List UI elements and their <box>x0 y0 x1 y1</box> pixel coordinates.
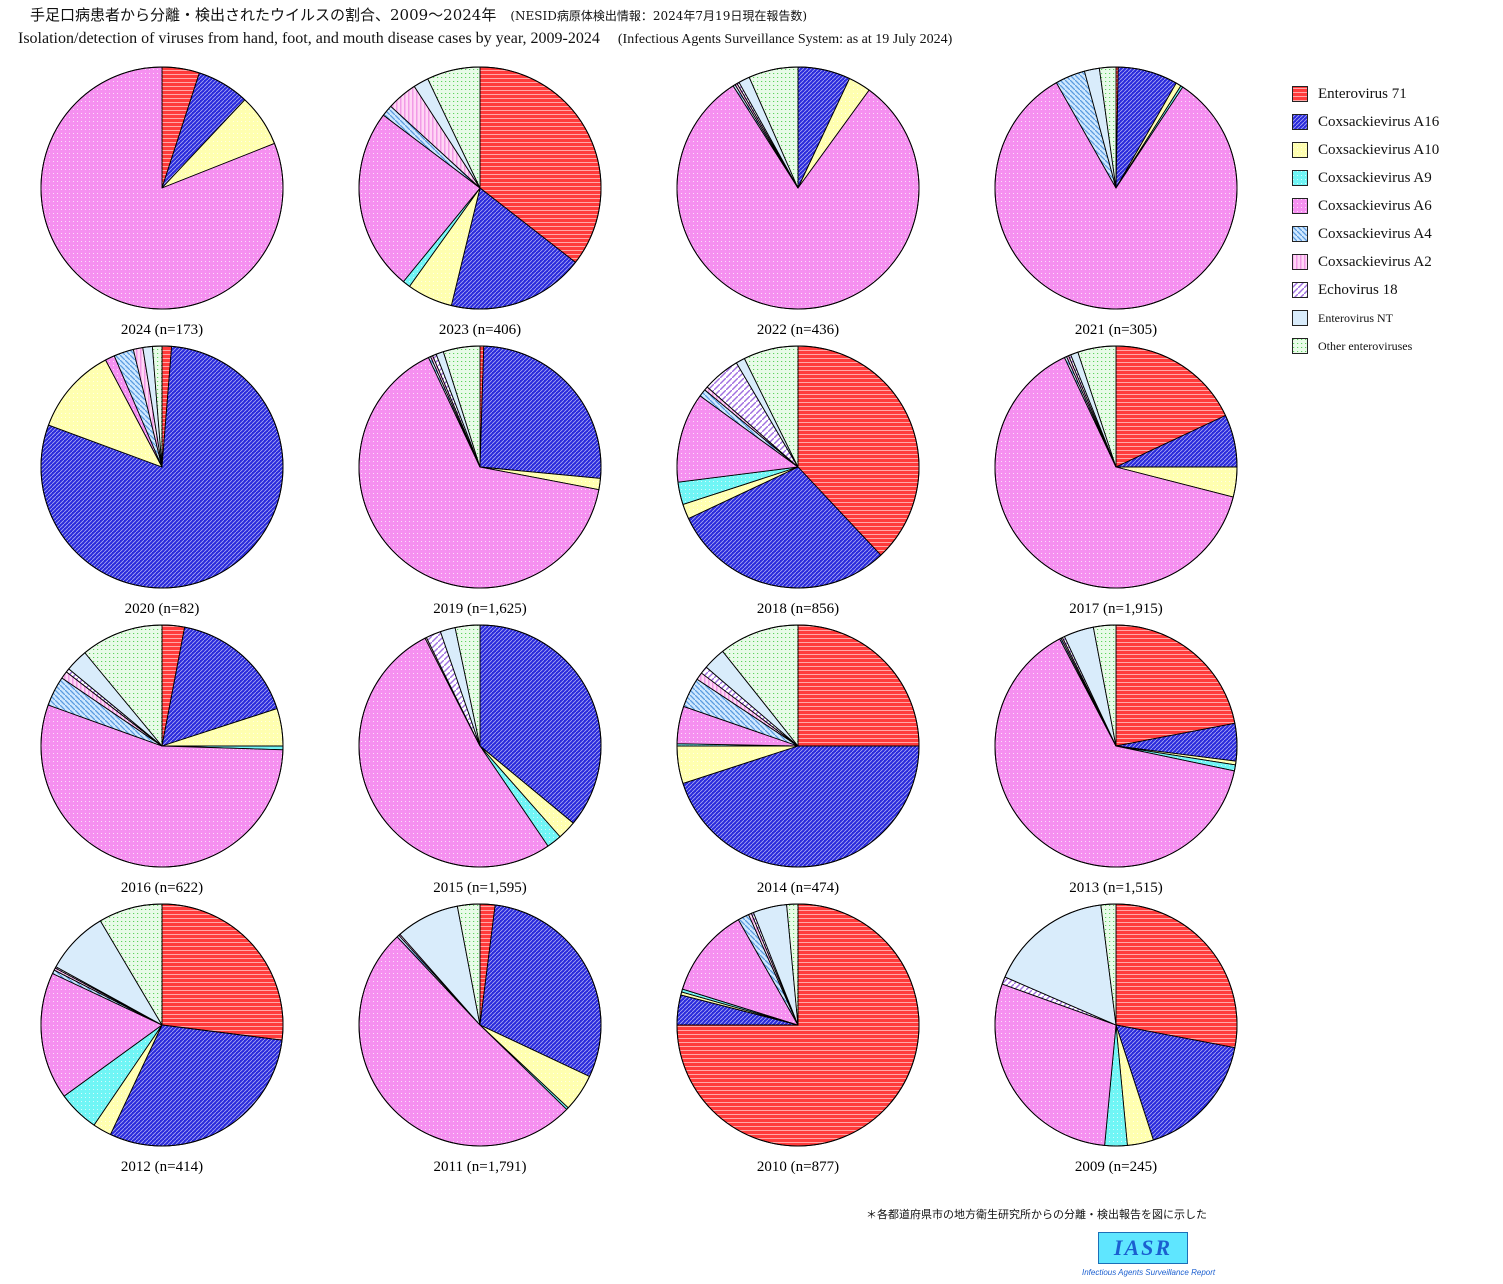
pie-2011: 2011 (n=1,791) <box>358 903 602 1175</box>
legend-swatch <box>1292 170 1308 186</box>
legend-item: Coxsackievirus A4 <box>1292 220 1439 248</box>
legend-label: Echovirus 18 <box>1318 281 1398 298</box>
logo-subtitle: Infectious Agents Surveillance Report <box>1082 1268 1216 1277</box>
pie-2020: 2020 (n=82) <box>40 345 284 617</box>
legend-item: Coxsackievirus A16 <box>1292 108 1439 136</box>
pie-2010: 2010 (n=877) <box>676 903 920 1175</box>
legend-swatch <box>1292 198 1308 214</box>
legend-swatch <box>1292 142 1308 158</box>
pie-label-2020: 2020 (n=82) <box>125 601 200 617</box>
pie-2012: 2012 (n=414) <box>40 903 284 1175</box>
legend-label: Coxsackievirus A16 <box>1318 113 1440 130</box>
legend-swatch <box>1292 338 1308 354</box>
legend-item: Coxsackievirus A10 <box>1292 136 1439 164</box>
pie-2019: 2019 (n=1,625) <box>358 345 602 617</box>
legend-swatch <box>1292 310 1308 326</box>
iasr-logo: IASR <box>1098 1232 1188 1264</box>
slice-2012-enterovirus-71 <box>161 903 284 1041</box>
logo-text: IASR <box>1113 1235 1173 1260</box>
pie-label-2017: 2017 (n=1,915) <box>1069 601 1162 617</box>
legend-item: Coxsackievirus A9 <box>1292 164 1439 192</box>
slice-2014-enterovirus-71 <box>797 624 920 747</box>
title-en-text: Isolation/detection of viruses from hand… <box>18 30 600 47</box>
legend-swatch <box>1292 114 1308 130</box>
pie-2015: 2015 (n=1,595) <box>358 624 602 896</box>
pie-2014: 2014 (n=474) <box>676 624 920 896</box>
legend-label: Coxsackievirus A4 <box>1318 225 1432 242</box>
legend-swatch <box>1292 282 1308 298</box>
legend-item: Enterovirus 71 <box>1292 80 1439 108</box>
legend-swatch <box>1292 254 1308 270</box>
pie-2024: 2024 (n=173) <box>40 66 284 338</box>
pie-2009: 2009 (n=245) <box>994 903 1238 1175</box>
legend-label: Coxsackievirus A6 <box>1318 197 1432 214</box>
legend-item: Coxsackievirus A2 <box>1292 248 1439 276</box>
pie-label-2016: 2016 (n=622) <box>121 880 203 896</box>
pie-2016: 2016 (n=622) <box>40 624 284 896</box>
pie-label-2011: 2011 (n=1,791) <box>434 1159 527 1175</box>
pie-label-2015: 2015 (n=1,595) <box>433 880 526 896</box>
pie-label-2013: 2013 (n=1,515) <box>1069 880 1162 896</box>
pie-2023: 2023 (n=406) <box>358 66 602 338</box>
source-note-jp: (NESID病原体検出情報：2024年7月19日現在報告数) <box>510 9 808 23</box>
slice-2009-enterovirus-71 <box>1115 903 1238 1049</box>
source-note-en: (Infectious Agents Surveillance System: … <box>617 32 953 47</box>
pie-label-2021: 2021 (n=305) <box>1075 322 1157 338</box>
pie-label-2012: 2012 (n=414) <box>121 1159 203 1175</box>
footnote: ＊各都道府県市の地方衛生研究所からの分離・検出報告を図に示した <box>866 1208 1207 1221</box>
legend-label: Enterovirus 71 <box>1318 85 1407 102</box>
legend-label: Coxsackievirus A9 <box>1318 169 1432 186</box>
legend-item: Other enteroviruses <box>1292 332 1439 360</box>
pie-label-2019: 2019 (n=1,625) <box>433 601 526 617</box>
title-jp-text: 手足口病患者から分離・検出されたウイルスの割合、2009〜2024年 <box>30 6 497 24</box>
pie-label-2023: 2023 (n=406) <box>439 322 521 338</box>
pie-label-2024: 2024 (n=173) <box>121 322 203 338</box>
legend-swatch <box>1292 86 1308 102</box>
pie-label-2009: 2009 (n=245) <box>1075 1159 1157 1175</box>
pie-label-2022: 2022 (n=436) <box>757 322 839 338</box>
legend-label: Other enteroviruses <box>1318 338 1413 353</box>
chart-title-en: Isolation/detection of viruses from hand… <box>18 30 952 48</box>
pie-label-2010: 2010 (n=877) <box>757 1159 839 1175</box>
legend-item: Enterovirus NT <box>1292 304 1439 332</box>
legend-item: Coxsackievirus A6 <box>1292 192 1439 220</box>
chart-title-jp: 手足口病患者から分離・検出されたウイルスの割合、2009〜2024年 (NESID… <box>30 4 807 25</box>
legend-label: Coxsackievirus A10 <box>1318 141 1440 158</box>
legend-item: Echovirus 18 <box>1292 276 1439 304</box>
pie-2022: 2022 (n=436) <box>676 66 920 338</box>
pie-2018: 2018 (n=856) <box>676 345 920 617</box>
pie-label-2018: 2018 (n=856) <box>757 601 839 617</box>
pie-2013: 2013 (n=1,515) <box>994 624 1238 896</box>
legend-label: Enterovirus NT <box>1318 310 1393 325</box>
legend: Enterovirus 71 Coxsackievirus A16 Coxsacki… <box>1292 80 1439 360</box>
pie-2021: 2021 (n=305) <box>994 66 1238 338</box>
pie-label-2014: 2014 (n=474) <box>757 880 839 896</box>
legend-label: Coxsackievirus A2 <box>1318 253 1432 270</box>
slice-2019-coxsackievirus-a16 <box>479 345 602 479</box>
legend-swatch <box>1292 226 1308 242</box>
pie-2017: 2017 (n=1,915) <box>994 345 1238 617</box>
